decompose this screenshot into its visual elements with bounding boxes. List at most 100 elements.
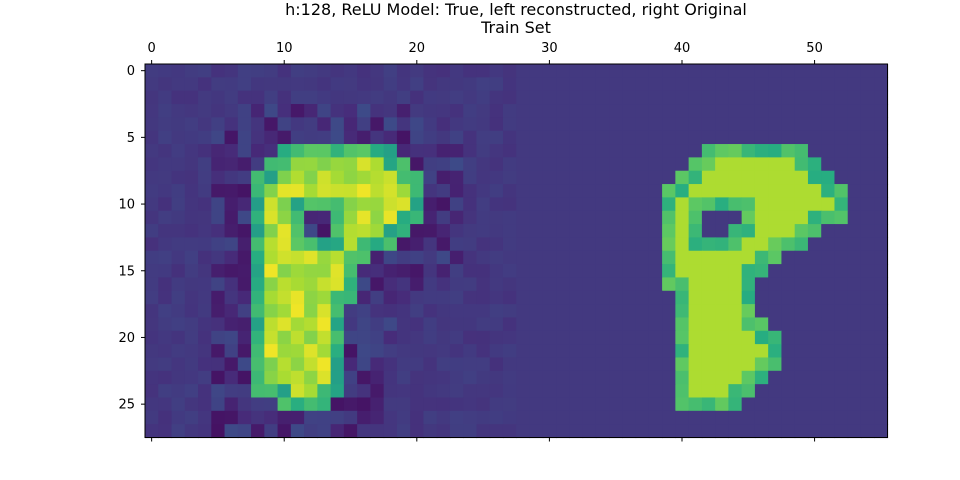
heatmap-cell bbox=[595, 370, 610, 385]
heatmap-cell bbox=[622, 104, 637, 118]
heatmap-cell bbox=[410, 184, 425, 198]
heatmap-cell bbox=[516, 304, 531, 319]
heatmap-cell bbox=[648, 384, 663, 399]
heatmap-cell bbox=[556, 90, 570, 105]
heatmap-cell bbox=[396, 277, 411, 292]
heatmap-cell bbox=[688, 344, 703, 359]
x-tick-label: 0 bbox=[147, 41, 155, 56]
heatmap-cell bbox=[251, 197, 265, 212]
heatmap-cell bbox=[662, 317, 676, 332]
heatmap-cell bbox=[569, 410, 584, 425]
heatmap-cell bbox=[370, 130, 385, 145]
heatmap-cell bbox=[476, 224, 491, 239]
heatmap-cell bbox=[807, 317, 822, 332]
heatmap-cell bbox=[529, 330, 544, 345]
heatmap-cell bbox=[622, 184, 637, 198]
heatmap-cell bbox=[516, 237, 531, 252]
heatmap-cell bbox=[768, 130, 783, 145]
heatmap-cell bbox=[211, 344, 226, 359]
heatmap-cell bbox=[370, 184, 385, 198]
heatmap-cell bbox=[449, 157, 464, 172]
heatmap-cell bbox=[277, 90, 292, 105]
heatmap-cell bbox=[847, 210, 862, 225]
heatmap-cell bbox=[251, 184, 265, 198]
heatmap-cell bbox=[595, 264, 610, 279]
heatmap-cell bbox=[489, 317, 504, 332]
y-tick-label: 0 bbox=[127, 64, 135, 79]
heatmap-cell bbox=[436, 237, 451, 252]
heatmap-cell bbox=[158, 317, 173, 332]
heatmap-cell bbox=[158, 304, 173, 319]
heatmap-cell bbox=[635, 130, 650, 145]
heatmap-cell bbox=[834, 90, 849, 105]
heatmap-cell bbox=[622, 410, 637, 425]
heatmap-cell bbox=[264, 210, 279, 225]
heatmap-cell bbox=[264, 224, 279, 239]
heatmap-cell bbox=[595, 117, 610, 132]
heatmap-cell bbox=[290, 197, 305, 212]
heatmap-cell bbox=[290, 370, 305, 385]
heatmap-cell bbox=[304, 197, 318, 212]
heatmap-cell bbox=[675, 304, 690, 319]
heatmap-cell bbox=[396, 117, 411, 132]
heatmap-cell bbox=[781, 397, 796, 412]
heatmap-cell bbox=[145, 90, 159, 105]
heatmap-cell bbox=[449, 304, 464, 319]
heatmap-cell bbox=[754, 184, 769, 198]
heatmap-cell bbox=[741, 357, 756, 372]
heatmap-cell bbox=[224, 64, 239, 78]
heatmap-cell bbox=[343, 330, 358, 345]
heatmap-cell bbox=[688, 277, 703, 292]
heatmap-cell bbox=[582, 157, 597, 172]
heatmap-cell bbox=[701, 210, 716, 225]
heatmap-cell bbox=[675, 277, 690, 292]
heatmap-cell bbox=[715, 90, 729, 105]
heatmap-cell bbox=[370, 304, 385, 319]
heatmap-cell bbox=[582, 197, 597, 212]
chart-subtitle: Train Set bbox=[480, 18, 551, 37]
heatmap-cell bbox=[304, 357, 318, 372]
heatmap-cell bbox=[449, 370, 464, 385]
heatmap-cell bbox=[449, 344, 464, 359]
heatmap-cell bbox=[768, 224, 783, 239]
heatmap-cell bbox=[595, 304, 610, 319]
heatmap-cell bbox=[741, 144, 756, 158]
heatmap-cell bbox=[556, 290, 570, 305]
heatmap-cell bbox=[502, 64, 517, 78]
heatmap-cell bbox=[516, 424, 531, 439]
heatmap-cell bbox=[847, 117, 862, 132]
heatmap-cell bbox=[595, 237, 610, 252]
heatmap-cell bbox=[277, 317, 292, 332]
heatmap-cell bbox=[728, 304, 743, 319]
heatmap-cell bbox=[184, 130, 199, 145]
heatmap-cell bbox=[834, 304, 849, 319]
heatmap-cell bbox=[502, 384, 517, 399]
heatmap-cell bbox=[741, 410, 756, 425]
heatmap-cell bbox=[582, 144, 597, 158]
heatmap-cell bbox=[847, 317, 862, 332]
heatmap-cell bbox=[396, 370, 411, 385]
heatmap-cell bbox=[609, 170, 623, 185]
heatmap-cell bbox=[860, 77, 875, 92]
heatmap-cell bbox=[595, 157, 610, 172]
heatmap-cell bbox=[251, 237, 265, 252]
heatmap-cell bbox=[211, 384, 226, 399]
heatmap-cell bbox=[582, 264, 597, 279]
heatmap-cell bbox=[489, 330, 504, 345]
heatmap-cell bbox=[675, 144, 690, 158]
heatmap-cell bbox=[198, 357, 212, 372]
heatmap-cell bbox=[317, 304, 332, 319]
heatmap-cell bbox=[821, 90, 836, 105]
heatmap-cell bbox=[502, 330, 517, 345]
heatmap-cell bbox=[569, 277, 584, 292]
heatmap-cell bbox=[224, 77, 239, 92]
heatmap-cell bbox=[728, 144, 743, 158]
heatmap-cell bbox=[476, 330, 491, 345]
heatmap-cell bbox=[343, 250, 358, 265]
heatmap-cell bbox=[675, 104, 690, 118]
heatmap-cell bbox=[542, 90, 557, 105]
heatmap-cell bbox=[264, 184, 279, 198]
heatmap-cell bbox=[688, 170, 703, 185]
heatmap-cell bbox=[556, 64, 570, 78]
heatmap-cell bbox=[251, 370, 265, 385]
